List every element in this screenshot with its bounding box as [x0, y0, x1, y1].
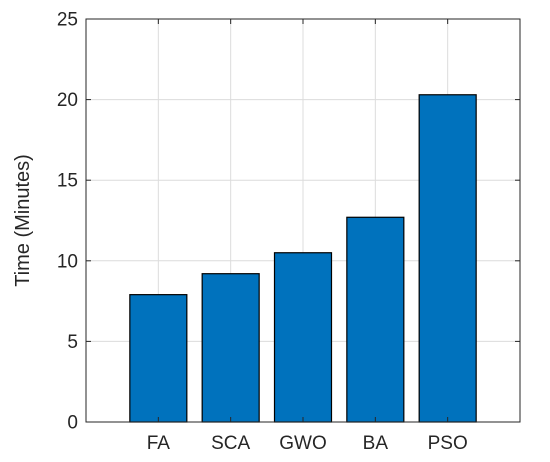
y-tick-labels: 0 5 10 15 20 25 — [57, 10, 78, 434]
x-tick-label: PSO — [428, 433, 468, 454]
bar-ba — [346, 216, 405, 423]
x-tick-label: GWO — [279, 433, 327, 454]
y-tick-label: 0 — [67, 413, 78, 434]
bar-fa — [129, 294, 188, 423]
ticks — [86, 18, 520, 423]
bar-pso — [418, 94, 477, 423]
x-tick-labels: FA SCA GWO BA PSO — [147, 433, 468, 454]
bar-gwo — [273, 252, 333, 423]
y-tick-label: 25 — [57, 10, 78, 31]
x-tick-label: FA — [147, 433, 171, 454]
x-tick-label: BA — [363, 433, 389, 454]
y-tick-label: 20 — [57, 90, 78, 111]
x-tick-label: SCA — [211, 433, 250, 454]
y-axis-label: Time (Minutes) — [12, 154, 34, 287]
y-tick-label: 5 — [67, 332, 78, 353]
bar-sca — [201, 273, 260, 423]
y-tick-label: 10 — [57, 251, 78, 272]
bars — [129, 94, 477, 423]
y-tick-label: 15 — [57, 171, 78, 192]
